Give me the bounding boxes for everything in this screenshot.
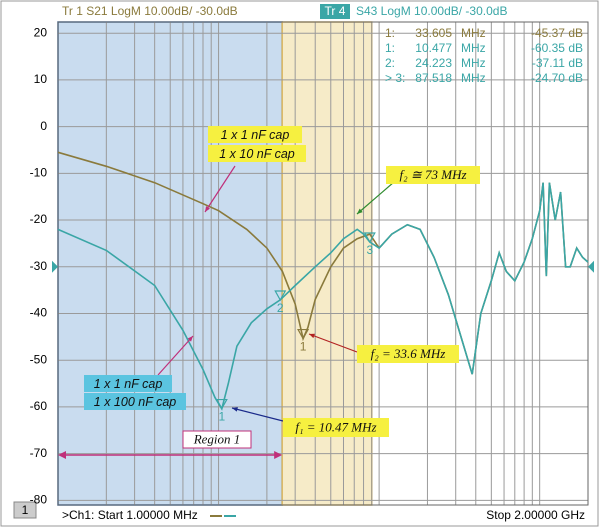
- y-tick-label: -30: [30, 259, 48, 273]
- ref-arrow-right: [588, 260, 594, 273]
- arrow-head: [187, 336, 193, 342]
- arrow-head: [205, 206, 210, 212]
- annotation: f₁ = 10.47 MHz: [295, 419, 376, 434]
- marker-row-unit: MHz: [461, 41, 486, 55]
- stop-label: Stop 2.00000 GHz: [486, 508, 585, 522]
- marker-id: 2: [277, 301, 284, 315]
- y-tick-label: 0: [40, 119, 47, 133]
- marker-row-value: -37.11 dB: [532, 56, 583, 70]
- marker-id: 1: [218, 410, 225, 424]
- annotation: f₂ ≅ 73 MHz: [399, 167, 466, 182]
- marker-row-unit: MHz: [461, 71, 486, 85]
- marker-row-unit: MHz: [461, 56, 486, 70]
- annotation: 1 x 1 nF cap: [94, 377, 163, 391]
- y-tick-label: -70: [30, 446, 48, 460]
- y-tick-label: -40: [30, 306, 48, 320]
- channel-tag: 1: [22, 503, 29, 517]
- annotation-arrow: [356, 181, 395, 215]
- annotation-arrow: [204, 165, 236, 213]
- marker-row-freq: 87.518: [415, 71, 452, 85]
- annotation: f₂ = 33.6 MHz: [371, 346, 446, 361]
- trace4-header: S43 LogM 10.00dB/ -30.0dB: [356, 4, 507, 18]
- channel-box: [13, 501, 37, 519]
- annotation: 1 x 1 nF cap: [221, 128, 290, 142]
- marker-row-label: 1:: [385, 26, 395, 40]
- annotation-arrow: [231, 407, 284, 422]
- annotation-box: [208, 126, 302, 143]
- arrow-head: [274, 451, 283, 459]
- arrow-head: [58, 451, 66, 459]
- marker-row-value: -24.70 dB: [531, 71, 583, 85]
- arrow-head: [357, 208, 363, 214]
- annotation-arrow: [308, 333, 358, 353]
- y-tick-label: -50: [30, 352, 48, 366]
- arrow-head: [309, 333, 315, 339]
- marker-row-freq: 10.477: [415, 41, 452, 55]
- ref-arrow-left: [52, 260, 58, 273]
- marker-id: 3: [366, 243, 373, 257]
- marker-triangle: [215, 398, 228, 410]
- annotation-box: [283, 418, 389, 437]
- annotation-box: [208, 145, 306, 162]
- start-label: >Ch1: Start 1.00000 MHz: [62, 508, 198, 522]
- annotation-box: [182, 430, 252, 449]
- plot-border: [57, 21, 589, 506]
- y-tick-label: 20: [34, 25, 48, 39]
- marker-row-value: -60.35 dB: [531, 41, 583, 55]
- annotation: 1 x 100 nF cap: [94, 395, 177, 409]
- y-tick-label: -80: [30, 493, 48, 507]
- y-tick-label: -20: [30, 212, 48, 226]
- y-tick-label: 10: [34, 72, 48, 86]
- marker-row-unit: MHz: [461, 26, 486, 40]
- trace4-tag: Tr 4: [325, 4, 346, 18]
- trace-line: [57, 182, 589, 411]
- marker-row-label: > 3:: [385, 71, 405, 85]
- marker-triangle: [363, 232, 376, 244]
- annotation-box: [84, 375, 172, 392]
- trace4-tag-box: [320, 4, 350, 19]
- annotation-box: [386, 166, 480, 184]
- marker-id: 1: [300, 340, 307, 354]
- annotation-box: [84, 393, 186, 410]
- annotation: 1 x 10 nF cap: [219, 147, 295, 161]
- marker-row-label: 2:: [385, 56, 395, 70]
- marker-row-freq: 33.605: [415, 26, 452, 40]
- marker-triangle: [274, 290, 287, 302]
- annotation: Region 1: [193, 431, 241, 446]
- marker-triangle: [297, 328, 310, 340]
- arrow-head: [232, 407, 238, 412]
- annotation-arrow: [157, 335, 194, 376]
- y-tick-label: -60: [30, 399, 48, 413]
- y-tick-label: -10: [30, 166, 48, 180]
- marker-row-label: 1:: [385, 41, 395, 55]
- trace1-header: Tr 1 S21 LogM 10.00dB/ -30.0dB: [62, 4, 238, 18]
- marker-row-freq: 24.223: [415, 56, 452, 70]
- annotation-box: [357, 345, 459, 363]
- marker-row-value: -45.37 dB: [531, 26, 583, 40]
